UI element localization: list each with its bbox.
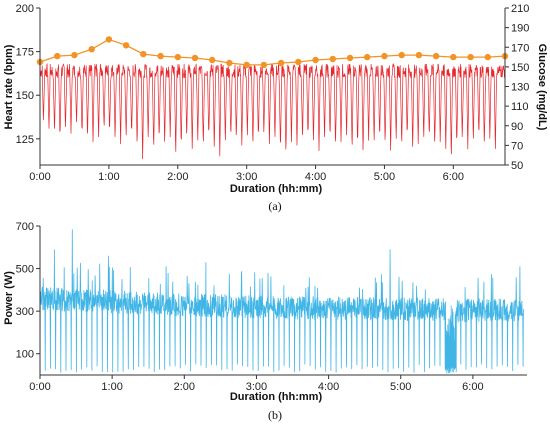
heart-rate-line: [39, 62, 506, 160]
glucose-point: [174, 53, 181, 61]
b-caption: (b): [268, 408, 282, 422]
a-y-axis-title: Heart rate (bpm): [3, 44, 15, 129]
power-chart: 0:00 1:00 2:00 3:00 4:00 5:00 6:00 100 300 500 700…: [3, 221, 527, 422]
a-y2-tick-label: 90: [511, 121, 523, 133]
a-y-tick-label: 125: [16, 134, 34, 146]
b-x-tick-label: 1:00: [101, 381, 122, 393]
a-y2-tick-label: 170: [511, 42, 529, 54]
glucose-point: [398, 51, 405, 59]
b-y-axis-title: Power (W): [3, 271, 15, 325]
glucose-point: [277, 59, 285, 67]
glucose-point: [105, 36, 113, 43]
a-y2-tick-label: 50: [511, 160, 523, 172]
glucose-point: [157, 52, 164, 60]
a-x-tick-label: 6:00: [443, 171, 464, 183]
a-x-tick-label: 3:00: [236, 171, 257, 183]
glucose-point: [71, 51, 78, 59]
glucose-point: [484, 53, 491, 61]
glucose-point: [191, 54, 199, 62]
a-caption: (a): [268, 199, 281, 213]
a-series-layer: [36, 36, 509, 160]
b-x-tick-label: 5:00: [390, 381, 411, 393]
heart-rate-glucose-chart: 0:00 1:00 2:00 3:00 4:00 5:00 6:00 125 150 175 200…: [3, 3, 548, 213]
glucose-point: [450, 53, 457, 61]
b-x-axis-title: Duration (hh:mm): [230, 391, 323, 403]
glucose-point: [122, 42, 130, 49]
a-x-axis-title: Duration (hh:mm): [230, 183, 323, 195]
b-y-tick-label: 700: [16, 221, 34, 233]
a-y2-axis-title: Glucose (mg/dL): [536, 44, 548, 131]
glucose-point: [260, 61, 268, 69]
b-axes-layer: 0:00 1:00 2:00 3:00 4:00 5:00 6:00 100 300 500 700: [16, 221, 527, 393]
glucose-point: [209, 56, 216, 64]
a-y2-tick-label: 150: [511, 62, 529, 74]
a-x-tick-label: 1:00: [98, 171, 119, 183]
a-x-tick-label: 4:00: [305, 171, 326, 183]
a-x-tick-label: 5:00: [374, 171, 395, 183]
b-x-tick-label: 2:00: [174, 381, 195, 393]
a-y2-tick-label: 210: [511, 3, 529, 15]
glucose-point: [432, 52, 440, 60]
b-series-layer: [39, 229, 524, 374]
b-x-tick-label: 3:00: [246, 381, 267, 393]
glucose-point: [54, 52, 61, 60]
glucose-point: [226, 59, 233, 67]
glucose-point: [243, 61, 250, 69]
a-x-tick-label: 2:00: [167, 171, 188, 183]
b-x-tick-label: 6:00: [462, 381, 483, 393]
b-x-tick-label: 0:00: [29, 381, 50, 393]
glucose-point: [346, 54, 354, 62]
glucose-point: [381, 52, 388, 60]
a-y2-tick-label: 190: [511, 23, 529, 35]
a-y-tick-label: 150: [16, 90, 34, 102]
glucose-point: [415, 51, 423, 59]
b-y-tick-label: 500: [16, 264, 34, 276]
power-line: [39, 229, 524, 374]
b-y-tick-label: 100: [16, 349, 34, 361]
a-y-tick-label: 200: [16, 3, 34, 15]
glucose-point: [312, 56, 319, 64]
glucose-line: [39, 38, 506, 66]
a-y2-tick-label: 70: [511, 140, 523, 152]
glucose-point: [88, 46, 95, 53]
a-y-tick-label: 175: [16, 47, 34, 59]
b-x-tick-label: 4:00: [318, 381, 339, 393]
a-x-tick-label: 0:00: [29, 171, 50, 183]
a-axes-layer: 0:00 1:00 2:00 3:00 4:00 5:00 6:00 125 150 175 200…: [16, 3, 530, 183]
glucose-point: [467, 53, 474, 61]
glucose-point: [140, 50, 147, 58]
glucose-point: [364, 53, 371, 61]
a-y2-tick-label: 130: [511, 82, 529, 94]
glucose-point: [295, 58, 302, 66]
a-y2-tick-label: 110: [511, 101, 529, 113]
b-y-tick-label: 300: [16, 306, 34, 318]
glucose-point: [329, 55, 336, 63]
